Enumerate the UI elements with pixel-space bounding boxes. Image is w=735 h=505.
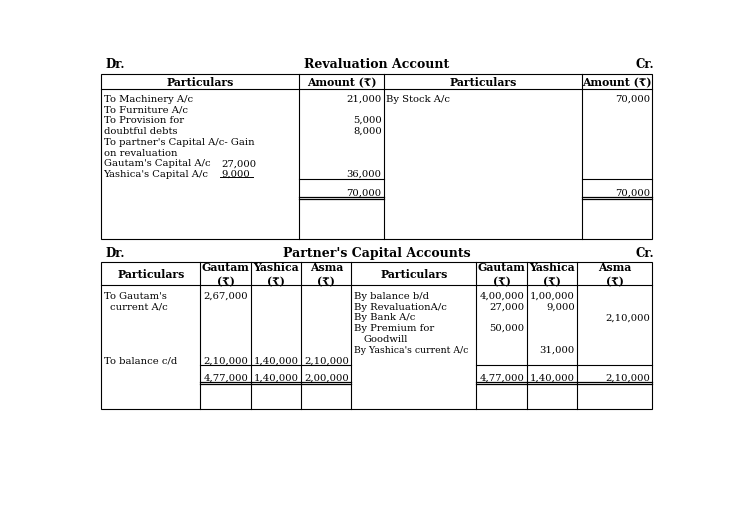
Text: 50,000: 50,000 (490, 323, 524, 332)
Text: 5,000: 5,000 (353, 116, 381, 125)
Text: Gautam
(₹): Gautam (₹) (201, 262, 249, 286)
Text: 2,10,000: 2,10,000 (605, 373, 650, 382)
Text: By Premium for: By Premium for (354, 323, 434, 332)
Text: Cr.: Cr. (635, 247, 653, 260)
Text: To Provision for: To Provision for (104, 116, 184, 125)
Text: 2,00,000: 2,00,000 (304, 373, 349, 382)
Text: 9,000: 9,000 (546, 302, 575, 311)
Text: Particulars: Particulars (449, 77, 517, 87)
Text: 4,77,000: 4,77,000 (204, 373, 248, 382)
Text: 70,000: 70,000 (614, 94, 650, 104)
Text: Gautam
(₹): Gautam (₹) (478, 262, 526, 286)
Bar (101, 74, 652, 240)
Text: 8,000: 8,000 (353, 127, 381, 136)
Text: Yashica
(₹): Yashica (₹) (529, 262, 575, 286)
Bar (101, 263, 652, 409)
Text: To Furniture A/c: To Furniture A/c (104, 105, 187, 114)
Text: 31,000: 31,000 (539, 345, 575, 354)
Text: By Stock A/c: By Stock A/c (387, 94, 451, 104)
Text: To Gautam's: To Gautam's (104, 291, 166, 300)
Text: 70,000: 70,000 (347, 188, 381, 197)
Text: 4,00,000: 4,00,000 (479, 291, 524, 300)
Text: 9,000: 9,000 (221, 170, 250, 179)
Text: To partner's Capital A/c- Gain: To partner's Capital A/c- Gain (104, 137, 254, 146)
Text: 2,10,000: 2,10,000 (605, 313, 650, 322)
Text: Revaluation Account: Revaluation Account (304, 58, 449, 71)
Text: 1,40,000: 1,40,000 (254, 356, 299, 365)
Text: Amount (₹): Amount (₹) (306, 77, 376, 87)
Text: 4,77,000: 4,77,000 (479, 373, 524, 382)
Text: 27,000: 27,000 (221, 159, 257, 168)
Text: Particulars: Particulars (117, 269, 184, 280)
Text: Dr.: Dr. (105, 58, 124, 71)
Text: To balance c/d: To balance c/d (104, 356, 176, 365)
Text: 21,000: 21,000 (346, 94, 381, 104)
Text: Cr.: Cr. (635, 58, 653, 71)
Text: Yashica's Capital A/c: Yashica's Capital A/c (104, 170, 209, 179)
Text: Partner's Capital Accounts: Partner's Capital Accounts (283, 247, 470, 260)
Text: By Bank A/c: By Bank A/c (354, 313, 415, 322)
Text: Gautam's Capital A/c: Gautam's Capital A/c (104, 159, 210, 168)
Text: current A/c: current A/c (110, 302, 168, 311)
Text: Yashica
(₹): Yashica (₹) (253, 262, 298, 286)
Text: Goodwill: Goodwill (363, 334, 407, 343)
Text: 36,000: 36,000 (347, 170, 381, 179)
Text: 2,10,000: 2,10,000 (304, 356, 349, 365)
Text: By Yashica's current A/c: By Yashica's current A/c (354, 345, 468, 354)
Text: on revaluation: on revaluation (104, 148, 177, 157)
Text: Asma
(₹): Asma (₹) (309, 262, 343, 286)
Text: 70,000: 70,000 (614, 188, 650, 197)
Text: Particulars: Particulars (380, 269, 448, 280)
Text: By RevaluationA/c: By RevaluationA/c (354, 302, 447, 311)
Text: 27,000: 27,000 (490, 302, 524, 311)
Text: doubtful debts: doubtful debts (104, 127, 177, 136)
Text: Dr.: Dr. (105, 247, 124, 260)
Text: To Machinery A/c: To Machinery A/c (104, 94, 193, 104)
Text: 2,67,000: 2,67,000 (204, 291, 248, 300)
Text: Particulars: Particulars (166, 77, 234, 87)
Text: By balance b/d: By balance b/d (354, 291, 429, 300)
Text: 2,10,000: 2,10,000 (204, 356, 248, 365)
Text: Amount (₹): Amount (₹) (582, 77, 652, 87)
Text: 1,40,000: 1,40,000 (254, 373, 299, 382)
Text: 1,40,000: 1,40,000 (530, 373, 575, 382)
Text: 1,00,000: 1,00,000 (530, 291, 575, 300)
Text: Asma
(₹): Asma (₹) (598, 262, 631, 286)
